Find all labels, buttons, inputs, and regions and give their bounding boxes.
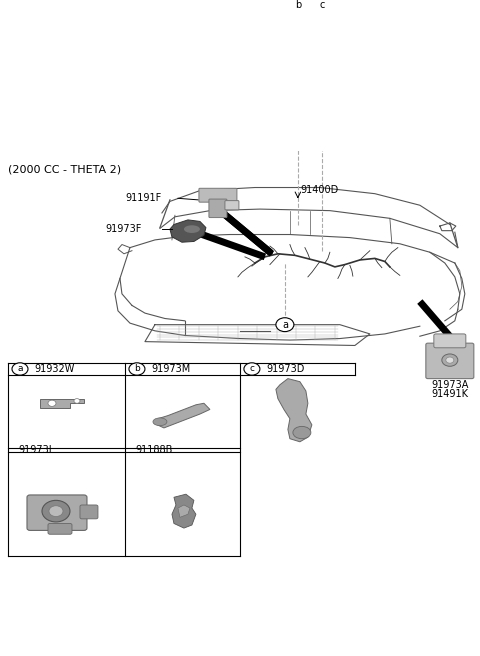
Text: 91400D: 91400D [300, 185, 338, 195]
Polygon shape [40, 399, 84, 408]
Text: c: c [250, 365, 254, 373]
Circle shape [442, 354, 458, 366]
Circle shape [446, 357, 454, 363]
Polygon shape [154, 403, 210, 428]
Text: 91973D: 91973D [266, 364, 304, 374]
Text: c: c [319, 0, 324, 10]
Circle shape [276, 318, 294, 331]
Text: b: b [295, 0, 301, 10]
Circle shape [42, 501, 70, 522]
Text: (2000 CC - THETA 2): (2000 CC - THETA 2) [8, 165, 121, 174]
Ellipse shape [293, 426, 311, 439]
Circle shape [289, 0, 307, 12]
Circle shape [313, 0, 331, 12]
Text: 91973F: 91973F [105, 224, 141, 234]
Polygon shape [178, 505, 190, 518]
Circle shape [49, 506, 63, 516]
Text: 91191F: 91191F [125, 194, 161, 203]
Text: 91932W: 91932W [34, 364, 74, 374]
Circle shape [74, 399, 80, 403]
Circle shape [129, 363, 145, 375]
FancyBboxPatch shape [48, 523, 72, 534]
Polygon shape [170, 220, 206, 242]
FancyBboxPatch shape [27, 495, 87, 531]
FancyBboxPatch shape [80, 505, 98, 519]
Text: 91973M: 91973M [151, 364, 190, 374]
Circle shape [48, 400, 56, 406]
Circle shape [244, 363, 260, 375]
Text: 91973L: 91973L [18, 445, 54, 455]
FancyBboxPatch shape [426, 343, 474, 379]
Text: a: a [17, 365, 23, 373]
Text: 91188B: 91188B [135, 445, 172, 455]
Text: 91491K: 91491K [432, 390, 469, 400]
FancyBboxPatch shape [199, 188, 237, 202]
Text: b: b [134, 365, 140, 373]
Ellipse shape [184, 225, 200, 233]
Polygon shape [172, 494, 196, 528]
FancyBboxPatch shape [225, 201, 239, 210]
Text: a: a [282, 319, 288, 330]
Text: 91973A: 91973A [432, 380, 469, 390]
FancyBboxPatch shape [209, 199, 227, 218]
Circle shape [12, 363, 28, 375]
FancyBboxPatch shape [434, 334, 466, 348]
Polygon shape [276, 379, 312, 441]
Ellipse shape [153, 418, 167, 426]
